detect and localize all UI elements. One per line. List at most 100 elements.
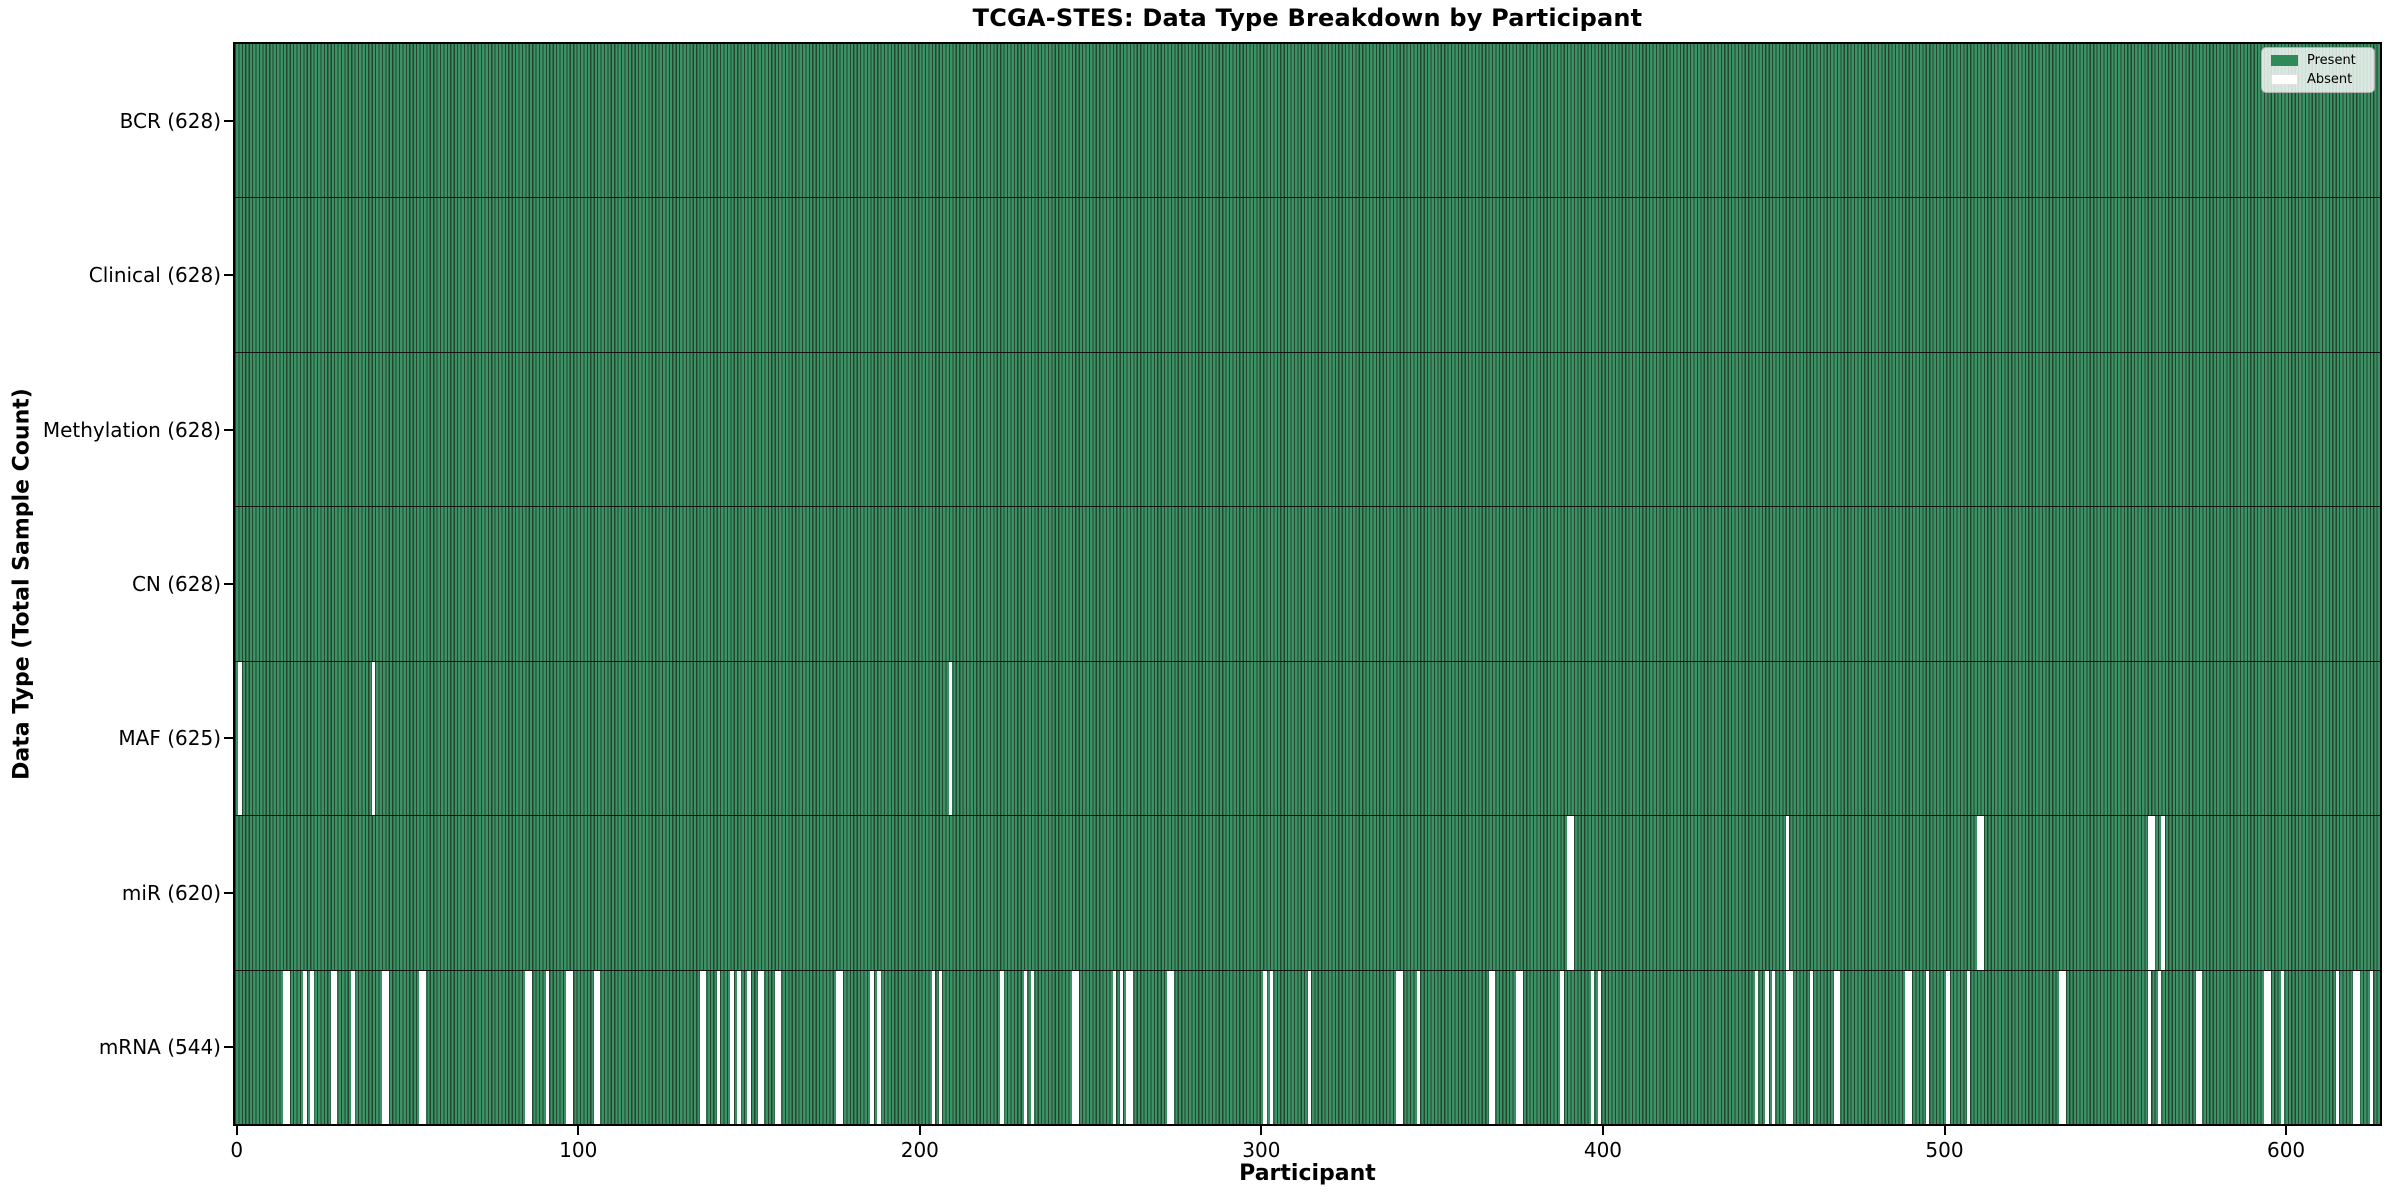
y-tick-mark — [224, 120, 233, 123]
absent-band — [1597, 970, 1602, 1124]
legend-label-absent: Absent — [2307, 72, 2353, 87]
x-tick-mark — [918, 1126, 921, 1135]
absent-band — [1976, 816, 1984, 970]
absent-band — [730, 970, 734, 1124]
legend: Present Absent — [2261, 47, 2375, 93]
absent-band — [1263, 970, 1267, 1124]
absent-band — [1754, 970, 1759, 1124]
absent-band — [2161, 816, 2165, 970]
y-tick-mark — [224, 891, 233, 894]
absent-band — [938, 970, 943, 1124]
row-mrna — [235, 969, 2380, 1124]
absent-band — [1567, 816, 1574, 970]
row-methylation — [235, 351, 2380, 507]
absent-band — [282, 970, 290, 1124]
absent-band — [1560, 970, 1564, 1124]
legend-item-present: Present — [2271, 54, 2365, 67]
x-tick-label-500: 500 — [1925, 1138, 1964, 1162]
absent-band — [1785, 816, 1790, 970]
x-axis-label: Participant — [1239, 1161, 1376, 1186]
absent-band — [2280, 970, 2285, 1124]
x-tick-mark — [577, 1126, 580, 1135]
absent-band — [371, 661, 376, 816]
absent-band — [1966, 970, 1971, 1124]
absent-band — [593, 970, 601, 1124]
x-tick-mark — [1601, 1126, 1604, 1135]
absent-band — [330, 970, 338, 1124]
absent-band — [381, 970, 389, 1124]
absent-band — [238, 661, 242, 816]
y-tick-mark — [224, 1045, 233, 1048]
absent-band — [525, 970, 533, 1124]
x-tick-label-600: 600 — [2266, 1138, 2306, 1162]
y-tick-label-mrna: mRNA (544) — [98, 1034, 221, 1059]
x-tick-label-200: 200 — [900, 1138, 939, 1162]
y-tick-label-methylation: Methylation (628) — [42, 417, 221, 442]
absent-band — [716, 970, 720, 1124]
absent-band — [2195, 970, 2203, 1124]
absent-band — [1772, 970, 1776, 1124]
absent-band — [1809, 970, 1813, 1124]
absent-band — [1030, 970, 1035, 1124]
absent-band — [870, 970, 874, 1124]
absent-band — [877, 970, 881, 1124]
absent-band — [2335, 970, 2339, 1124]
absent-band — [2263, 970, 2271, 1124]
absent-band — [1946, 970, 1950, 1124]
row-maf — [235, 660, 2380, 816]
y-tick-mark — [224, 274, 233, 277]
absent-band — [2058, 970, 2066, 1124]
absent-band — [1833, 970, 1841, 1124]
y-tick-label-cn: CN (628) — [131, 572, 221, 596]
absent-band — [1396, 970, 1404, 1124]
x-tick-mark — [1943, 1126, 1946, 1135]
absent-band — [310, 970, 314, 1124]
y-tick-label-mir: miR (620) — [121, 880, 221, 905]
absent-band — [1000, 970, 1004, 1124]
x-tick-label-400: 400 — [1583, 1138, 1623, 1162]
absent-band — [2157, 970, 2162, 1124]
absent-band — [1126, 970, 1134, 1124]
absent-band — [2369, 970, 2374, 1124]
row-bcr — [235, 44, 2380, 198]
absent-band — [566, 970, 574, 1124]
absent-band — [699, 970, 707, 1124]
absent-band — [545, 970, 550, 1124]
plot-area — [233, 42, 2382, 1126]
y-tick-label-maf: MAF (625) — [118, 726, 221, 751]
absent-band — [1167, 970, 1175, 1124]
chart-title: TCGA-STES: Data Type Breakdown by Partic… — [972, 4, 1643, 32]
absent-band — [2147, 970, 2152, 1124]
absent-band — [351, 970, 355, 1124]
absent-band — [1785, 970, 1793, 1124]
absent-band — [1488, 970, 1496, 1124]
absent-band — [774, 970, 782, 1124]
y-tick-label-clinical: Clinical (628) — [88, 263, 221, 288]
y-tick-mark — [224, 428, 233, 431]
present-swatch-icon — [2271, 55, 2298, 66]
x-tick-mark — [2285, 1126, 2288, 1135]
absent-band — [2352, 970, 2360, 1124]
row-mir — [235, 815, 2380, 970]
absent-band — [1112, 970, 1117, 1124]
absent-band — [419, 970, 427, 1124]
absent-band — [1119, 970, 1124, 1124]
row-clinical — [235, 197, 2380, 352]
y-tick-mark — [224, 583, 233, 585]
absent-band — [1590, 970, 1595, 1124]
absent-band — [1515, 970, 1523, 1124]
row-cn — [235, 506, 2380, 661]
x-tick-label-300: 300 — [1242, 1138, 1281, 1162]
absent-band — [303, 970, 307, 1124]
absent-band — [1024, 970, 1028, 1124]
x-tick-mark — [1260, 1126, 1263, 1135]
x-tick-mark — [235, 1126, 238, 1135]
absent-band — [1905, 970, 1913, 1124]
x-tick-label-100: 100 — [559, 1138, 598, 1162]
absent-band — [931, 970, 936, 1124]
legend-label-present: Present — [2307, 53, 2356, 68]
y-tick-label-bcr: BCR (628) — [119, 109, 221, 134]
absent-band — [1765, 970, 1769, 1124]
y-tick-mark — [224, 737, 233, 740]
